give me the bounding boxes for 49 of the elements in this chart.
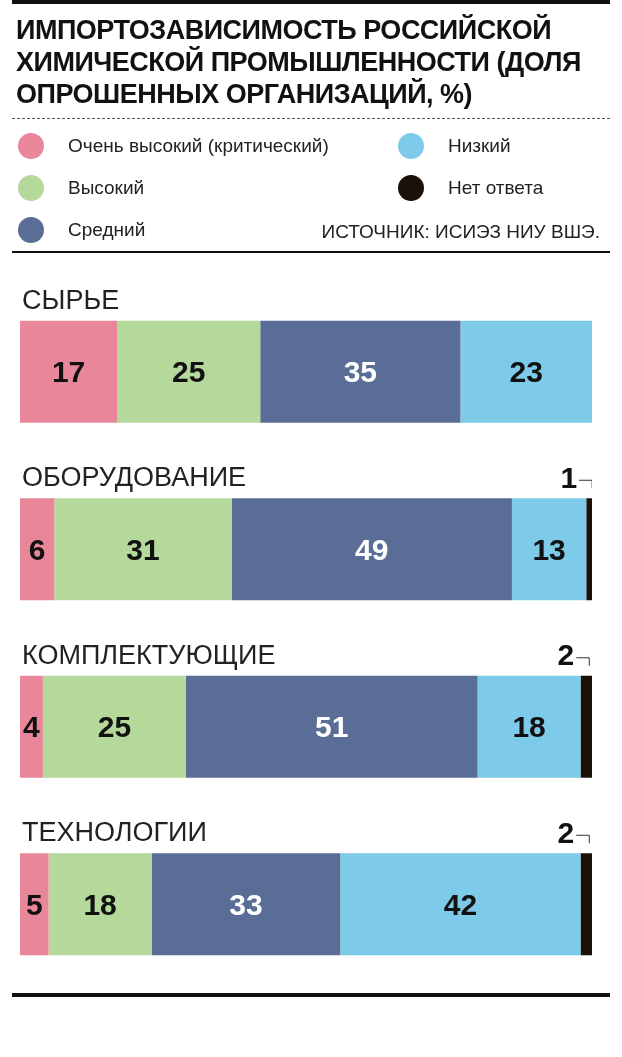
data-label: 6: [28, 532, 46, 566]
bar: [580, 675, 592, 778]
bar: [20, 853, 49, 956]
legend-label: Высокий: [68, 177, 145, 199]
bar: [580, 853, 592, 956]
bar: [20, 498, 55, 601]
bar: [185, 675, 478, 778]
data-label: 33: [229, 887, 263, 921]
data-label: 17: [51, 355, 86, 389]
bar: [42, 675, 186, 778]
data-label: 18: [512, 710, 546, 744]
bar: [511, 498, 587, 601]
bar: [340, 853, 581, 956]
data-label: 2: [557, 638, 575, 672]
data-label: 5: [25, 887, 43, 921]
bar: [48, 853, 152, 956]
bar: [586, 498, 592, 601]
data-label: 1: [560, 460, 578, 494]
bar: [460, 320, 592, 423]
data-label: 49: [355, 532, 389, 566]
y-tick-label: ОБОРУДОВАНИЕ: [22, 462, 247, 493]
legend-label: Средний: [68, 219, 146, 241]
legend-label: Очень высокий (критический): [68, 135, 329, 157]
y-tick-label: КОМПЛЕКТУЮЩИЕ: [22, 639, 276, 670]
data-label: 23: [509, 355, 543, 389]
data-label: 31: [126, 532, 160, 566]
bar: [54, 498, 232, 601]
legend-label: Нет ответа: [448, 177, 544, 199]
data-label: 13: [532, 532, 566, 566]
data-label: 2: [557, 815, 575, 849]
y-tick-label: СЫРЬЕ: [22, 284, 120, 315]
bar: [151, 853, 341, 956]
data-label: 4: [23, 710, 41, 744]
data-label: 35: [343, 355, 378, 389]
data-label: 25: [172, 355, 206, 389]
bar: [20, 320, 118, 423]
data-label: 25: [97, 710, 132, 744]
text: ИСТОЧНИК: ИСИЭЗ НИУ ВШЭ.: [321, 221, 600, 242]
data-label: 18: [83, 887, 117, 921]
chart-title: ИМПОРТОЗАВИСИМОСТЬ РОССИЙСКОЙ ХИМИЧЕСКОЙ ПРОМЫШЛЕННОСТИ (ДОЛЯ ОПРОШЕННЫХ ОРГАНИЗАЦИЙ, %): [12, 0, 610, 118]
bar: [117, 320, 261, 423]
bar: [20, 675, 43, 778]
data-label: 51: [315, 710, 349, 744]
y-tick-label: ТЕХНОЛОГИИ: [22, 817, 207, 848]
data-label: 42: [443, 887, 478, 921]
bar: [477, 675, 581, 778]
bar: [260, 320, 461, 423]
legend-label: Низкий: [448, 135, 511, 157]
bar: [231, 498, 512, 601]
